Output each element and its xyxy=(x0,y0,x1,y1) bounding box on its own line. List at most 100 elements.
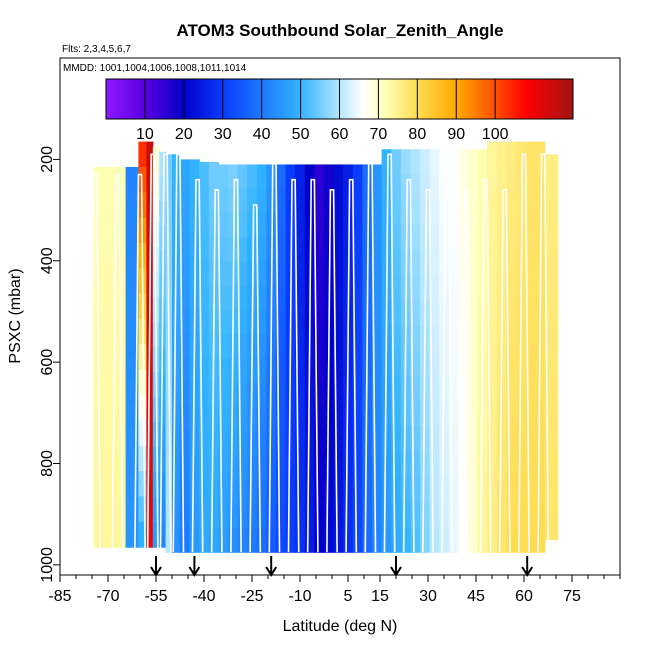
heatmap-cell xyxy=(381,501,392,528)
heatmap-cell xyxy=(180,355,191,381)
heatmap-cell xyxy=(256,285,267,311)
heatmap-cell xyxy=(304,503,315,529)
heatmap-cell xyxy=(333,527,344,553)
heatmap-cell xyxy=(525,423,536,451)
heatmap-cell xyxy=(448,401,459,427)
heatmap-cell xyxy=(165,253,173,280)
heatmap-cell xyxy=(381,476,392,503)
flight-profile xyxy=(111,173,124,553)
heatmap-cell xyxy=(487,321,498,348)
heatmap-cell xyxy=(352,237,363,262)
heatmap-cell xyxy=(237,164,248,190)
heatmap-cell xyxy=(165,452,173,479)
heatmap-cell xyxy=(138,420,147,447)
heatmap-cell xyxy=(256,382,267,408)
heatmap-cell xyxy=(458,174,469,201)
heatmap-cell xyxy=(93,166,111,192)
heatmap-cell xyxy=(266,431,277,456)
heatmap-cell xyxy=(333,164,344,190)
heatmap-cell xyxy=(391,249,402,276)
heatmap-cell xyxy=(429,401,440,427)
y-tick-label: 800 xyxy=(39,450,56,477)
heatmap-cell xyxy=(237,455,248,481)
heatmap-cell xyxy=(477,149,488,176)
heatmap-cell xyxy=(180,478,191,504)
heatmap-cell xyxy=(391,275,402,301)
heatmap-cell xyxy=(172,328,181,354)
heatmap-cell xyxy=(400,426,411,453)
heatmap-cell xyxy=(525,398,536,425)
heatmap-cell xyxy=(295,527,306,553)
heatmap-cell xyxy=(506,141,517,168)
heatmap-cell xyxy=(535,526,546,553)
heatmap-cell xyxy=(391,350,402,377)
heatmap-cell xyxy=(237,406,248,432)
heatmap-cell xyxy=(535,423,546,451)
heatmap-cell xyxy=(410,199,421,226)
heatmap-cell xyxy=(439,426,450,453)
heatmap-cell xyxy=(237,503,248,529)
heatmap-cell xyxy=(535,500,546,528)
flight-profile xyxy=(249,204,262,553)
heatmap-cell xyxy=(420,199,431,226)
heatmap-cell xyxy=(410,476,421,503)
heatmap-cell xyxy=(506,321,517,348)
heatmap-cell xyxy=(199,161,210,187)
heatmap-cell xyxy=(314,527,325,553)
heatmap-cell xyxy=(93,309,111,334)
heatmap-cell xyxy=(109,404,127,429)
heatmap-cell xyxy=(544,298,559,324)
heatmap-cell xyxy=(458,426,469,453)
heatmap-cell xyxy=(199,405,210,431)
heatmap-cell xyxy=(304,479,315,505)
heatmap-cell xyxy=(324,406,335,432)
heatmap-cell xyxy=(295,503,306,529)
heatmap-cell xyxy=(125,428,139,453)
heatmap-cell xyxy=(525,526,536,553)
x-tick-label: 75 xyxy=(563,588,581,605)
heatmap-cell xyxy=(333,309,344,335)
heatmap-cell xyxy=(448,451,459,478)
heatmap-cell xyxy=(525,321,536,348)
heatmap-cell xyxy=(544,346,559,372)
heatmap-cell xyxy=(535,398,546,425)
heatmap-cell xyxy=(276,309,287,335)
heatmap-cell xyxy=(138,395,147,422)
heatmap-cell xyxy=(391,174,402,201)
heatmap-cell xyxy=(506,526,517,553)
heatmap-cell xyxy=(516,423,527,451)
heatmap-cell xyxy=(487,269,498,297)
heatmap-cell xyxy=(525,372,536,399)
heatmap-cell xyxy=(391,426,402,453)
heatmap-cell xyxy=(468,426,479,453)
heatmap-cell xyxy=(146,445,154,472)
heatmap-cell xyxy=(496,423,507,451)
heatmap-cell xyxy=(506,346,517,374)
heatmap-cell xyxy=(109,262,127,287)
heatmap-cell xyxy=(477,476,488,503)
heatmap-cell xyxy=(429,199,440,226)
heatmap-cell xyxy=(333,285,344,311)
heatmap-cell xyxy=(276,334,287,359)
heatmap-cell xyxy=(343,455,354,481)
heatmap-cell xyxy=(372,406,383,432)
heatmap-cell xyxy=(295,358,306,384)
heatmap-cell xyxy=(506,244,517,271)
heatmap-cell xyxy=(391,149,402,176)
heatmap-cell xyxy=(165,228,173,255)
heatmap-cell xyxy=(468,275,479,301)
flight-profile xyxy=(498,188,511,553)
heatmap-cell xyxy=(506,500,517,528)
heatmap-cell xyxy=(125,166,139,192)
heatmap-cell xyxy=(199,479,210,505)
heatmap-cell xyxy=(276,285,287,311)
heatmap-cell xyxy=(109,333,127,358)
heatmap-cell xyxy=(468,350,479,377)
heatmap-cell xyxy=(477,199,488,226)
heatmap-cell xyxy=(285,431,296,456)
heatmap-cell xyxy=(256,406,267,432)
down-arrow-icon xyxy=(188,556,201,577)
heatmap-cell xyxy=(400,451,411,478)
heatmap-cell xyxy=(304,431,315,456)
heatmap-cell xyxy=(525,346,536,374)
